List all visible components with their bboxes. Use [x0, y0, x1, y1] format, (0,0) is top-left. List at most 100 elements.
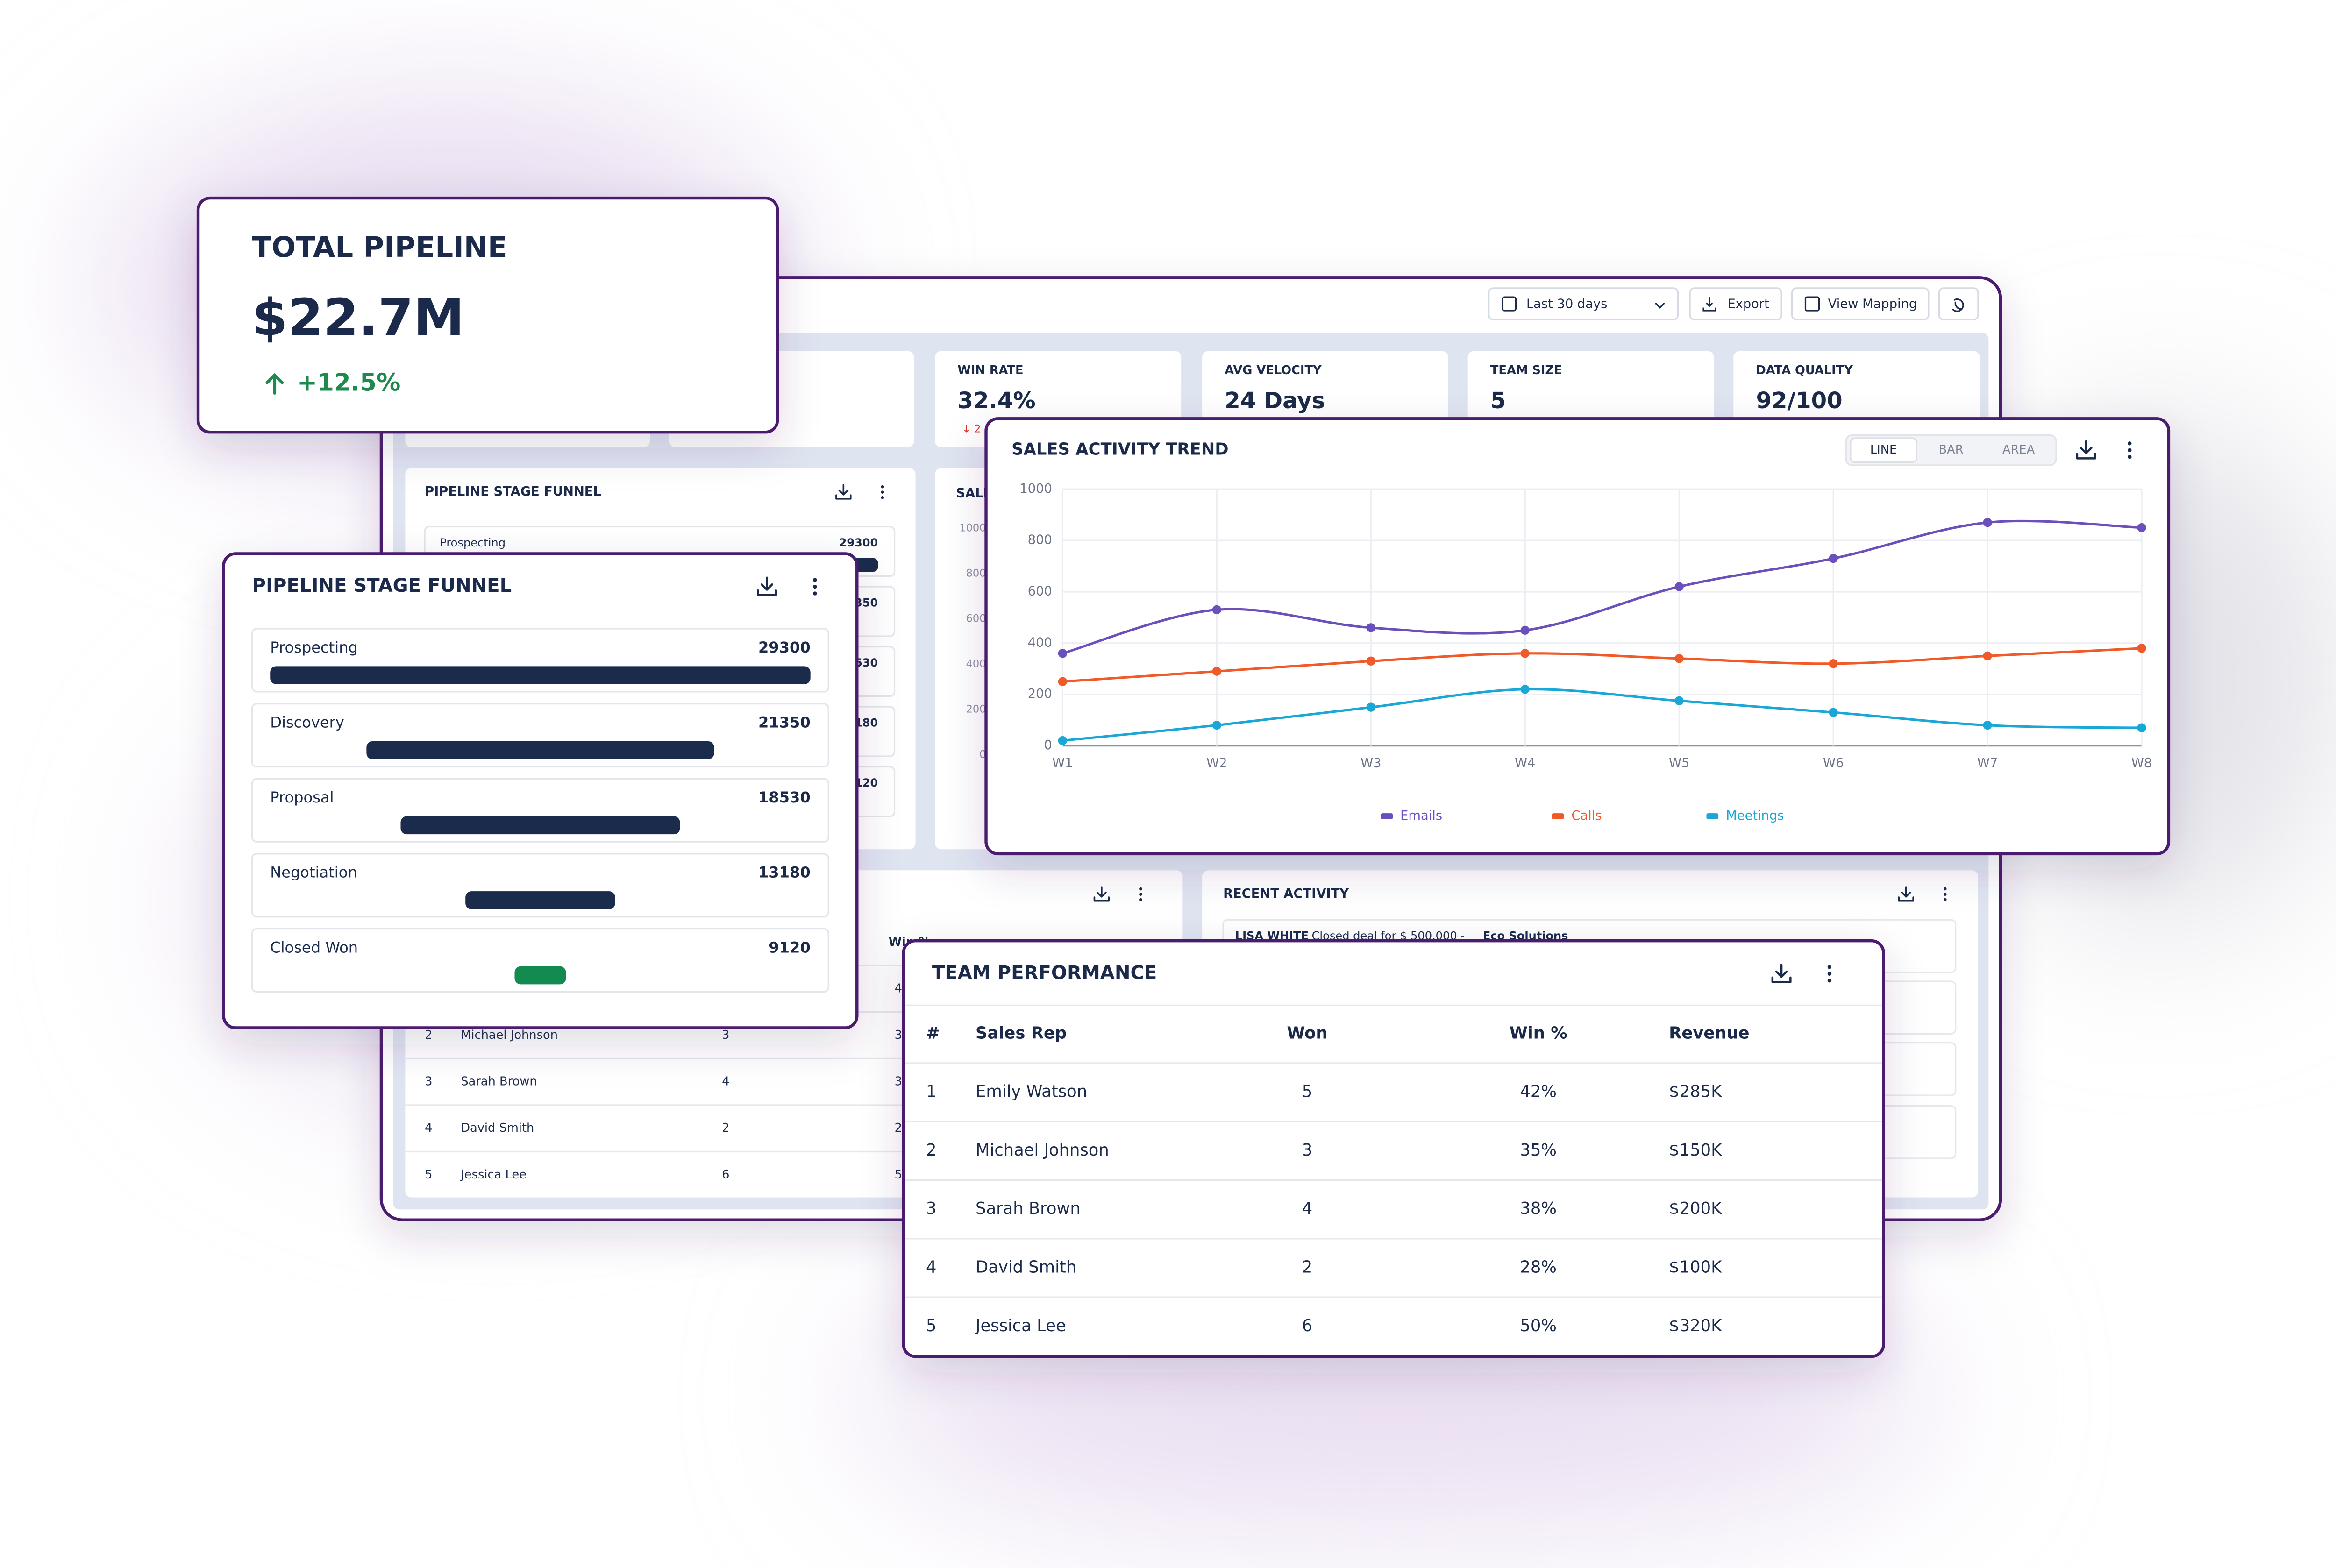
legend-label: Emails: [1400, 809, 1442, 823]
funnel-bar: [270, 666, 811, 684]
y-tick-label: 400: [1028, 635, 1052, 650]
table-cell: $320K: [1669, 1316, 1722, 1335]
table-cell: 2: [926, 1141, 936, 1160]
point: [1366, 656, 1375, 666]
y-tick-label: 1000: [959, 522, 986, 534]
line: [1062, 519, 2142, 655]
stage-value: 18530: [758, 788, 811, 806]
point: [1520, 625, 1530, 635]
download-icon: [2076, 440, 2096, 460]
y-tick-label: 0: [1044, 738, 1052, 752]
point: [2137, 723, 2146, 732]
download-button[interactable]: [835, 484, 852, 500]
table-cell: 3: [1302, 1141, 1312, 1160]
y-tick-label: 0: [979, 748, 986, 760]
funnel-bar: [400, 816, 680, 835]
more-menu[interactable]: [881, 485, 884, 499]
stage-value: 21350: [758, 713, 811, 731]
kpi-change: +12.5%: [297, 369, 400, 397]
kpi-change: ↓ 2: [962, 423, 981, 435]
funnel-bar: [366, 741, 714, 759]
refresh-icon: [1952, 298, 1964, 312]
toolbar-button[interactable]: [1488, 287, 1679, 320]
stage-value: 9120: [769, 938, 810, 956]
line: [1062, 688, 2142, 742]
download-button[interactable]: [1898, 886, 1914, 902]
y-tick-label: 800: [1028, 533, 1052, 547]
table-cell: 3: [722, 1028, 729, 1042]
table-cell: 5: [425, 1168, 432, 1182]
point: [1212, 605, 1221, 615]
point: [1058, 736, 1067, 745]
point: [1212, 667, 1221, 676]
up-arrow: [265, 373, 284, 395]
download-button[interactable]: [756, 576, 777, 596]
table-cell: 4: [1302, 1199, 1312, 1218]
panel-title: PIPELINE STAGE FUNNEL: [425, 484, 601, 499]
point: [1983, 651, 1992, 660]
table-cell: 1: [926, 1082, 936, 1101]
y-tick-label: 800: [966, 567, 986, 579]
dot: [1943, 898, 1947, 901]
table-cell: 6: [1302, 1316, 1312, 1335]
point: [1674, 582, 1684, 591]
table-cell: 4: [722, 1075, 729, 1089]
toggle-active[interactable]: [1850, 437, 1917, 463]
button-label: Export: [1727, 297, 1769, 312]
stage-value: 29300: [839, 536, 878, 549]
dot: [1943, 893, 1947, 896]
table-cell: 2: [722, 1121, 729, 1135]
point: [2137, 523, 2146, 532]
button-label: View Mapping: [1828, 297, 1917, 312]
more-menu[interactable]: [1827, 965, 1832, 983]
toolbar-button[interactable]: [1791, 287, 1930, 320]
more-menu[interactable]: [1943, 887, 1947, 901]
funnel-bar: [514, 966, 566, 985]
dot: [813, 591, 817, 596]
table-cell: Michael Johnson: [461, 1028, 558, 1042]
table-cell: Jessica Lee: [460, 1168, 527, 1182]
y-tick-label: 600: [966, 612, 986, 624]
download-button[interactable]: [2076, 440, 2096, 460]
point: [1366, 702, 1375, 712]
point: [1366, 623, 1375, 632]
funnel-row: [251, 928, 829, 993]
table-cell: 38%: [1520, 1199, 1557, 1218]
more-menu[interactable]: [813, 578, 817, 596]
stage-name: Closed Won: [270, 938, 358, 956]
table-cell: 35%: [1520, 1141, 1557, 1160]
point: [1983, 518, 1992, 527]
toolbar-button[interactable]: [1938, 287, 1979, 320]
table-cell: $150K: [1669, 1141, 1722, 1160]
funnel-bar: [465, 891, 615, 909]
toolbar-button[interactable]: [1689, 287, 1782, 320]
chart-title: SALES ACTIVITY TREND: [1011, 440, 1228, 459]
dot: [2128, 441, 2132, 446]
point: [1983, 721, 1992, 730]
stage-value: 13180: [758, 864, 811, 881]
table-cell: $100K: [1669, 1257, 1722, 1277]
x-tick-label: W3: [1360, 756, 1381, 771]
dot: [2128, 455, 2132, 459]
table-cell: 2: [1302, 1257, 1312, 1277]
table-cell: 28%: [1520, 1257, 1557, 1277]
stage-value: 29300: [758, 639, 811, 656]
kpi-value: 32.4%: [957, 388, 1035, 414]
chevron-icon: [1655, 302, 1665, 309]
dot: [881, 485, 884, 489]
download-icon: [835, 484, 852, 500]
column-header: Win %: [1510, 1023, 1567, 1043]
download-button[interactable]: [1093, 886, 1110, 902]
stage-name: Discovery: [270, 713, 344, 731]
download-button[interactable]: [1771, 964, 1792, 983]
x-tick-label: W4: [1515, 756, 1535, 771]
more-menu[interactable]: [1139, 887, 1142, 901]
kpi-label: TEAM SIZE: [1490, 363, 1562, 377]
funnel-row: [251, 853, 829, 918]
y-tick-label: 600: [1028, 584, 1052, 598]
stage-name: Prospecting: [440, 536, 506, 549]
card-title: TEAM PERFORMANCE: [932, 962, 1157, 984]
more-menu[interactable]: [2128, 441, 2132, 459]
point: [1829, 553, 1838, 563]
point: [1829, 708, 1838, 717]
